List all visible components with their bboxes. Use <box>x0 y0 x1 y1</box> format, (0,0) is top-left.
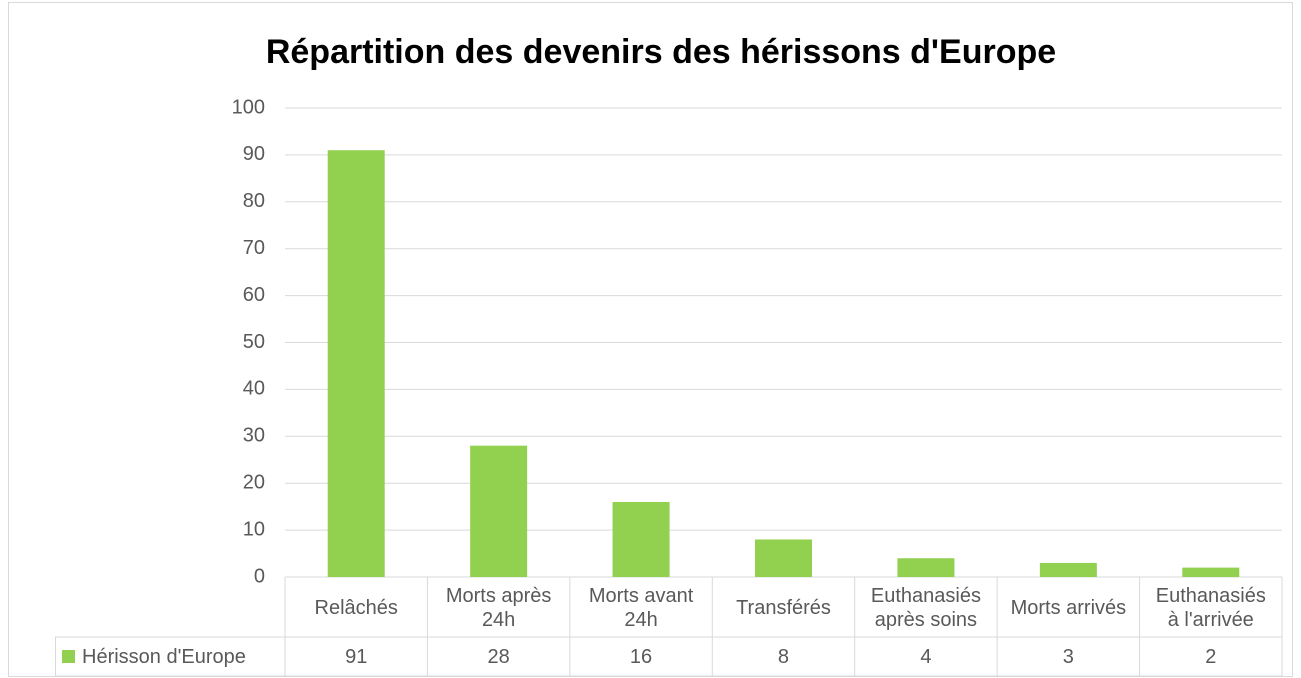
legend-key <box>62 650 75 663</box>
x-tick-label: Morts arrivés <box>1010 596 1127 619</box>
legend-label: Hérisson d'Europe <box>82 645 246 668</box>
x-tick-label: Relâchés <box>314 596 398 619</box>
y-tick-label: 80 <box>243 190 265 212</box>
bar <box>755 539 812 577</box>
y-tick-label: 60 <box>243 284 265 306</box>
bar <box>327 150 385 577</box>
y-tick-label: 20 <box>243 471 265 493</box>
y-tick-label: 70 <box>243 237 265 259</box>
table-value: 4 <box>920 645 932 668</box>
y-tick-label: 0 <box>254 565 265 587</box>
table-value: 2 <box>1205 645 1217 668</box>
bar <box>470 445 528 577</box>
table-value: 16 <box>629 645 653 668</box>
x-tick-label: Transférés <box>736 596 831 619</box>
bar <box>612 501 670 577</box>
table-value: 91 <box>345 645 368 668</box>
y-tick-label: 90 <box>243 143 265 165</box>
x-tick-label: Euthanasiés à l'arrivée <box>1155 584 1266 631</box>
bar <box>897 558 955 577</box>
x-tick-label: Morts avant 24h <box>588 584 694 631</box>
y-tick-label: 10 <box>243 518 265 540</box>
table-value: 28 <box>487 645 510 668</box>
table-value: 3 <box>1062 645 1074 668</box>
y-tick-label: 100 <box>232 96 265 118</box>
y-tick-label: 30 <box>243 425 265 447</box>
table-value: 8 <box>777 645 790 668</box>
x-tick-label: Euthanasiés après soins <box>870 584 981 631</box>
y-tick-label: 50 <box>243 331 265 353</box>
chart-title: Répartition des devenirs des hérissons d… <box>266 33 1056 71</box>
bar <box>1182 567 1240 577</box>
y-tick-label: 40 <box>243 378 265 400</box>
x-tick-label: Morts après 24h <box>445 584 552 631</box>
bar <box>1039 562 1097 577</box>
